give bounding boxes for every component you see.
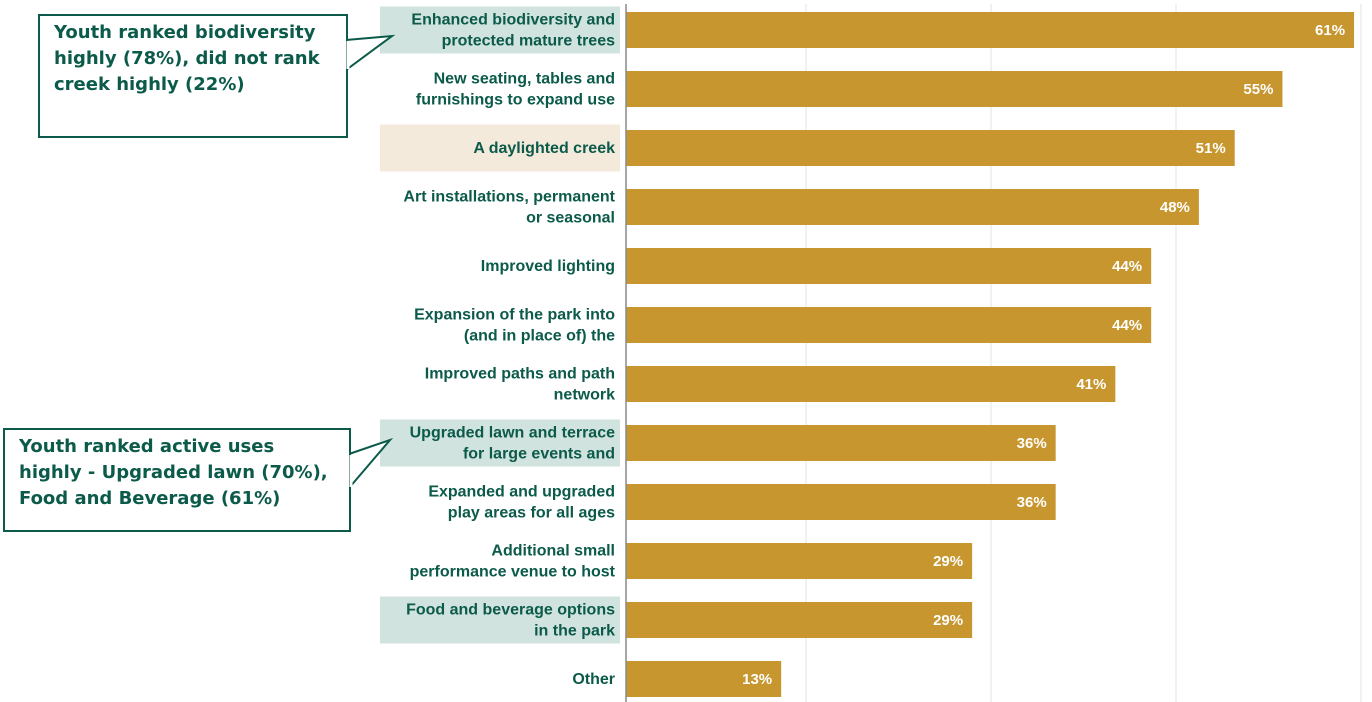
bar — [626, 425, 1056, 461]
value-label: 61% — [1315, 22, 1345, 39]
bar — [626, 602, 973, 638]
category-label: for large events and — [463, 446, 615, 463]
category-label: Upgraded lawn and terrace — [410, 425, 615, 442]
category-label: (and in place of) the — [464, 328, 615, 345]
value-label: 29% — [933, 553, 963, 570]
value-label: 44% — [1112, 317, 1142, 334]
category-label: A daylighted creek — [473, 140, 615, 157]
value-label: 44% — [1112, 258, 1142, 275]
bar — [626, 189, 1199, 225]
bar — [626, 71, 1283, 107]
category-label: Additional small — [491, 543, 615, 560]
value-label: 41% — [1076, 376, 1106, 393]
category-label: Improved lighting — [481, 258, 615, 275]
category-label: or seasonal — [526, 210, 615, 227]
category-label: network — [554, 387, 615, 404]
category-label: Expanded and upgraded — [428, 484, 615, 501]
category-label: play areas for all ages — [448, 505, 615, 522]
category-highlight — [380, 419, 620, 467]
bar — [626, 543, 973, 579]
value-label: 55% — [1243, 81, 1273, 98]
category-label: furnishings to expand use — [416, 92, 615, 109]
category-label: Expansion of the park into — [414, 307, 615, 324]
category-label: New seating, tables and — [434, 71, 615, 88]
bar — [626, 484, 1056, 520]
value-label: 36% — [1017, 494, 1047, 511]
value-label: 51% — [1196, 140, 1226, 157]
category-label: Other — [572, 671, 615, 688]
bar — [626, 12, 1355, 48]
value-label: 48% — [1160, 199, 1190, 216]
category-label: in the park — [534, 623, 615, 640]
category-label: performance venue to host — [410, 564, 616, 581]
category-highlight — [380, 6, 620, 54]
value-label: 36% — [1017, 435, 1047, 452]
category-highlight — [380, 124, 620, 172]
category-label: Art installations, permanent — [403, 189, 615, 206]
bar — [626, 661, 782, 697]
category-highlight — [380, 596, 620, 644]
value-label: 29% — [933, 612, 963, 629]
category-label: protected mature trees — [442, 33, 615, 50]
annotation-active-uses-callout: Youth ranked active uses highly - Upgrad… — [3, 428, 351, 532]
bar — [626, 130, 1235, 166]
annotation-biodiversity-callout: Youth ranked biodiversity highly (78%), … — [38, 14, 348, 138]
bar — [626, 248, 1152, 284]
category-label: Food and beverage options — [406, 602, 615, 619]
bar — [626, 307, 1152, 343]
value-label: 13% — [742, 671, 772, 688]
category-label: Improved paths and path — [425, 366, 615, 383]
bar — [626, 366, 1116, 402]
category-label: Enhanced biodiversity and — [411, 12, 615, 29]
